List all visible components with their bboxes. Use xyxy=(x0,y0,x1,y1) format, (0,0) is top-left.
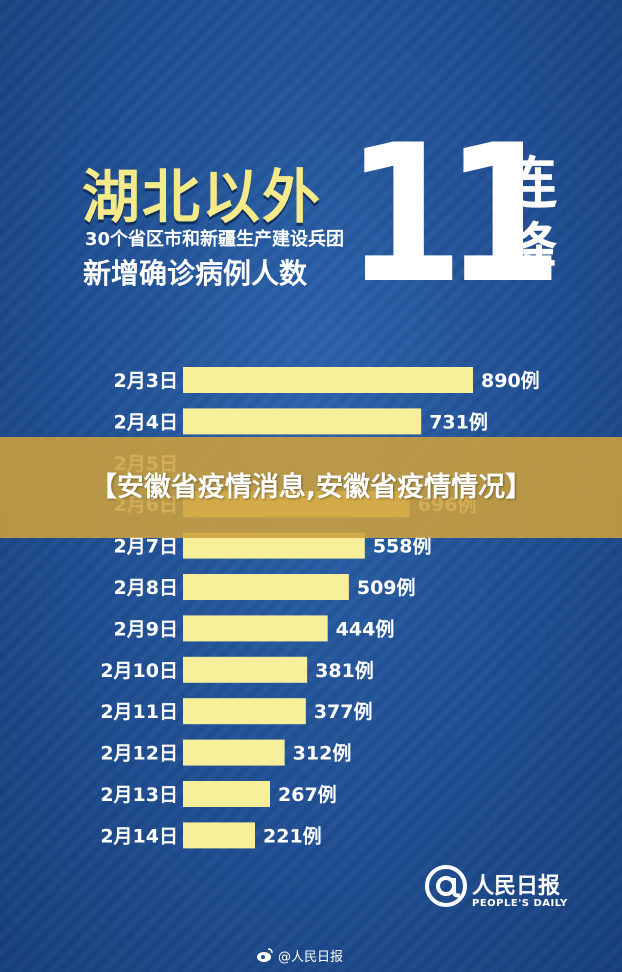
value-label: 890例 xyxy=(481,369,540,392)
category-label: 2月4日 xyxy=(114,411,178,433)
category-label: 2月8日 xyxy=(114,577,178,599)
watermark-text: @人民日报 xyxy=(278,949,344,965)
category-label: 2月13日 xyxy=(100,784,178,806)
lian-jiang-label: 连降 xyxy=(501,152,557,283)
bar xyxy=(183,739,285,766)
peoples-daily-logo: 人民日报 PEOPLE'S DAILY xyxy=(424,862,574,916)
value-label: 731例 xyxy=(429,410,488,433)
category-label: 2月10日 xyxy=(100,660,178,682)
category-label: 2月3日 xyxy=(114,370,178,392)
bar xyxy=(183,698,306,725)
value-label: 312例 xyxy=(293,742,352,765)
bar-chart: 2月3日890例2月4日731例2月5日2月6日696例2月7日558例2月8日… xyxy=(100,367,540,849)
big-count: 11 xyxy=(345,104,563,325)
title-banner: 【安徽省疫情消息,安徽省疫情情况】 xyxy=(0,437,622,538)
logo-english: PEOPLE'S DAILY xyxy=(472,898,568,909)
headline: 湖北以外 xyxy=(82,163,323,231)
value-label: 444例 xyxy=(336,617,395,640)
value-label: 267例 xyxy=(278,783,337,806)
subtitle-line-2: 新增确诊病例人数 xyxy=(83,257,308,290)
value-label: 377例 xyxy=(314,700,373,723)
bar xyxy=(183,822,256,849)
category-label: 2月7日 xyxy=(114,536,178,558)
banner-text: 【安徽省疫情消息,安徽省疫情情况】 xyxy=(89,471,533,503)
at-sign-icon xyxy=(425,865,467,907)
bar xyxy=(183,574,349,600)
bar xyxy=(183,615,328,642)
value-label: 509例 xyxy=(357,576,416,599)
category-label: 2月14日 xyxy=(100,825,178,847)
value-label: 381例 xyxy=(315,659,374,682)
weibo-icon xyxy=(257,948,273,962)
bar xyxy=(183,781,270,807)
category-label: 2月12日 xyxy=(100,743,178,765)
value-label: 558例 xyxy=(373,535,432,558)
bar xyxy=(183,367,473,393)
bar xyxy=(183,656,308,683)
value-label: 221例 xyxy=(263,824,322,847)
bar xyxy=(183,408,422,435)
subtitle-line-1: 30个省区市和新疆生产建设兵团 xyxy=(85,229,345,250)
category-label: 2月9日 xyxy=(114,618,178,640)
watermark: @人民日报 xyxy=(256,944,343,966)
logo-chinese: 人民日报 xyxy=(472,874,561,899)
category-label: 2月11日 xyxy=(100,701,178,723)
